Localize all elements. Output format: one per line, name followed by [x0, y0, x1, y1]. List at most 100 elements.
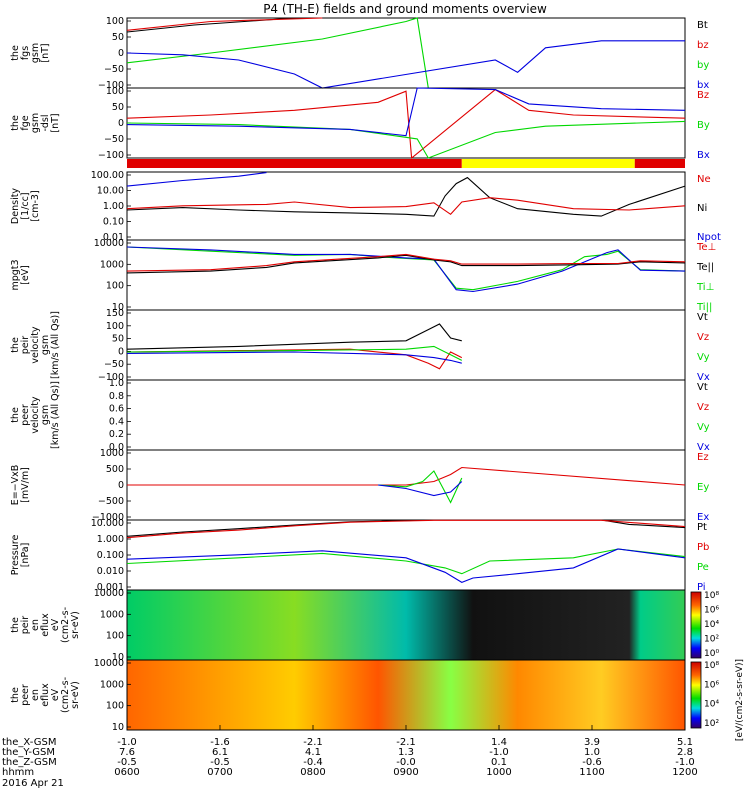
- y-axis-label: sr-eV): [70, 681, 81, 709]
- heatmap-image: [127, 590, 685, 660]
- series-line: [126, 519, 686, 539]
- y-axis-label: -dsl: [40, 114, 51, 131]
- y-tick-label: 10000: [94, 588, 124, 599]
- x-tick-label: 1.4: [491, 737, 507, 748]
- y-tick-label: 0.0: [109, 442, 124, 453]
- colorbar-tick-label: 10⁸: [704, 661, 719, 671]
- x-tick-label: -0.5: [210, 757, 230, 768]
- figure-title: P4 (TH-E) fields and ground moments over…: [263, 2, 547, 16]
- x-tick-label: -1.6: [210, 737, 230, 748]
- y-axis-label: the: [10, 407, 21, 423]
- y-axis-label: gsm: [40, 405, 51, 425]
- legend-entry: Pe: [697, 562, 709, 573]
- series-line: [126, 197, 686, 216]
- series-line: [126, 519, 686, 537]
- y-axis-label: en: [30, 619, 41, 631]
- y-axis-label: velocity: [30, 396, 41, 434]
- y-axis-label: E=−VxB: [10, 465, 21, 506]
- y-axis-label: the: [10, 337, 21, 353]
- series-line: [126, 17, 429, 89]
- y-tick-label: 1000: [100, 448, 124, 459]
- y-tick-label: 10000: [94, 658, 124, 669]
- colorbar-tick-label: 10⁸: [704, 591, 719, 601]
- series-line: [126, 120, 686, 159]
- y-tick-label: −100: [98, 150, 124, 161]
- y-axis-label: [eV]: [20, 265, 31, 285]
- y-tick-label: 0: [118, 118, 124, 129]
- y-axis-label: the: [10, 115, 21, 131]
- x-tick-label: -0.4: [303, 757, 323, 768]
- y-tick-label: 0.001: [97, 582, 124, 593]
- y-axis-label: velocity: [30, 326, 41, 364]
- legend-entry: Te⊥: [696, 242, 716, 253]
- y-axis-label: the: [10, 687, 21, 703]
- legend-entry: Ti||: [696, 302, 712, 313]
- mode-bar-segment: [127, 159, 462, 168]
- legend-entry: Ez: [697, 452, 709, 463]
- x-tick-label: 0800: [300, 767, 325, 778]
- x-tick-label: 3.9: [584, 737, 600, 748]
- x-tick-label: -2.1: [303, 737, 323, 748]
- series-line: [378, 470, 463, 504]
- y-tick-label: −50: [104, 134, 124, 145]
- y-tick-label: 1.0: [109, 378, 124, 389]
- series-line: [126, 254, 686, 274]
- legend-entry: Bz: [697, 90, 709, 101]
- legend-entry: Vz: [697, 332, 709, 343]
- series-line: [126, 246, 686, 293]
- colorbar-tick-label: 10⁴: [704, 700, 719, 710]
- y-tick-label: 10.000: [91, 518, 124, 529]
- y-tick-label: 0.010: [97, 566, 124, 577]
- x-tick-label: 1100: [579, 767, 604, 778]
- x-tick-label: -2.1: [396, 737, 416, 748]
- legend-entry: Vt: [697, 382, 708, 393]
- y-tick-label: 1000: [100, 679, 124, 690]
- series-line: [126, 253, 686, 272]
- x-tick-label: 0.1: [491, 757, 507, 768]
- colorbar-tick-label: 10²: [704, 719, 719, 729]
- colorbar: [690, 591, 702, 659]
- y-axis-label: (cm2-s-: [60, 677, 71, 713]
- x-tick-label: 0700: [207, 767, 232, 778]
- panel-frame: [126, 239, 686, 311]
- y-tick-label: 100: [106, 631, 124, 642]
- mode-bar-segment: [461, 159, 635, 168]
- x-tick-label: 1200: [672, 767, 697, 778]
- y-axis-label: [nT]: [40, 43, 51, 62]
- x-tick-label: -1.0: [489, 747, 509, 758]
- series-line: [126, 176, 686, 217]
- y-tick-label: 1000: [100, 259, 124, 270]
- legend-entry: Te||: [696, 262, 714, 273]
- legend-entry: Vz: [697, 402, 709, 413]
- y-tick-label: 50: [112, 334, 124, 345]
- y-tick-label: 150: [106, 308, 124, 319]
- y-tick-label: 0.4: [109, 416, 124, 427]
- y-tick-label: 100: [106, 281, 124, 292]
- legend-entry: Pb: [697, 542, 709, 553]
- colorbar-label: [eV/(cm2-s-sr-eV)]: [735, 659, 745, 741]
- y-axis-label: [cm-3]: [30, 190, 41, 221]
- y-tick-label: 10: [112, 722, 124, 733]
- legend-entry: Ne: [697, 174, 711, 185]
- y-tick-label: 0: [118, 480, 124, 491]
- colorbar-tick-label: 10²: [704, 635, 719, 645]
- x-tick-label: 6.1: [212, 747, 228, 758]
- legend-entry: Npot: [697, 232, 721, 243]
- y-tick-label: 50: [112, 32, 124, 43]
- x-tick-label: 0900: [393, 767, 418, 778]
- y-tick-label: 0.10: [103, 217, 124, 228]
- y-tick-label: −100: [98, 372, 124, 383]
- y-tick-label: 500: [106, 464, 124, 475]
- date-label: 2016 Apr 21: [2, 778, 64, 789]
- y-tick-label: 10: [112, 652, 124, 663]
- colorbar-tick-label: 10⁶: [704, 606, 719, 616]
- legend-entry: Vx: [697, 372, 710, 383]
- y-axis-label: gsm: [40, 335, 51, 355]
- legend-entry: Vt: [697, 312, 708, 323]
- panel-frame: [126, 87, 686, 159]
- y-tick-label: 0.2: [109, 429, 124, 440]
- series-line: [126, 40, 685, 89]
- y-tick-label: 1.000: [97, 534, 124, 545]
- y-axis-label: [nPa]: [20, 543, 31, 568]
- x-row-label: the_X-GSM: [2, 737, 56, 748]
